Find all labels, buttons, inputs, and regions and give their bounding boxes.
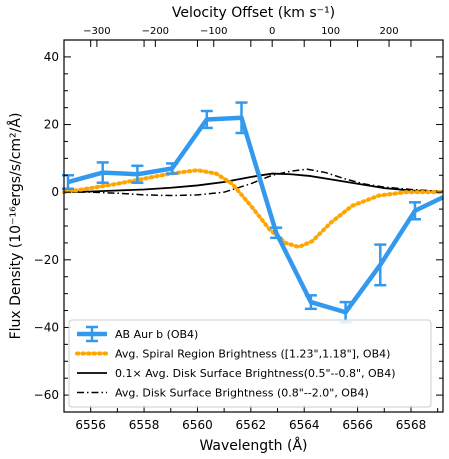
y-tick-label: 0: [51, 185, 59, 199]
top-tick-label: −100: [200, 26, 227, 37]
legend-label: Avg. Disk Surface Brightness (0.8"--2.0"…: [115, 387, 369, 400]
y-tick-label: 40: [44, 50, 59, 64]
x-tick-label: 6568: [396, 418, 427, 432]
top-tick-label: −200: [142, 26, 169, 37]
top-tick-label: 0: [269, 26, 275, 37]
x-tick-label: 6560: [182, 418, 213, 432]
y-tick-label: 20: [44, 118, 59, 132]
series-line-1: [62, 168, 445, 250]
top-tick-label: 200: [379, 26, 398, 37]
y-tick-label: −20: [34, 253, 59, 267]
x-axis-title: Wavelength (Å): [199, 437, 307, 454]
y-axis-title: Flux Density (10⁻¹⁶ergs/s/cm²/Å): [7, 113, 24, 340]
legend: AB Aur b (OB4) Avg. Spiral Region Brightn…: [68, 319, 432, 408]
legend-label: Avg. Spiral Region Brightness ([1.23",1.…: [115, 348, 390, 361]
x-tick-label: 6562: [236, 418, 267, 432]
x-tick-label: 6566: [342, 418, 373, 432]
series-layer: [62, 101, 445, 324]
series-line-0: [67, 115, 444, 315]
y-tick-label: −60: [34, 388, 59, 402]
legend-box: [68, 319, 432, 408]
top-axis-title: Velocity Offset (km s⁻¹): [172, 5, 335, 21]
ticks-layer: 6556 6558 6560 6562 6564 6566 6568−60−40−20020…: [34, 26, 443, 432]
x-tick-label: 6556: [75, 418, 106, 432]
top-tick-label: −300: [83, 26, 110, 37]
series-line-2: [63, 172, 444, 194]
y-tick-label: −40: [34, 320, 59, 334]
legend-label: AB Aur b (OB4): [115, 328, 198, 341]
top-tick-label: 100: [321, 26, 340, 37]
x-tick-label: 6564: [289, 418, 320, 432]
legend-label: 0.1× Avg. Disk Surface Brightness(0.5"--…: [115, 367, 396, 380]
x-tick-label: 6558: [129, 418, 160, 432]
